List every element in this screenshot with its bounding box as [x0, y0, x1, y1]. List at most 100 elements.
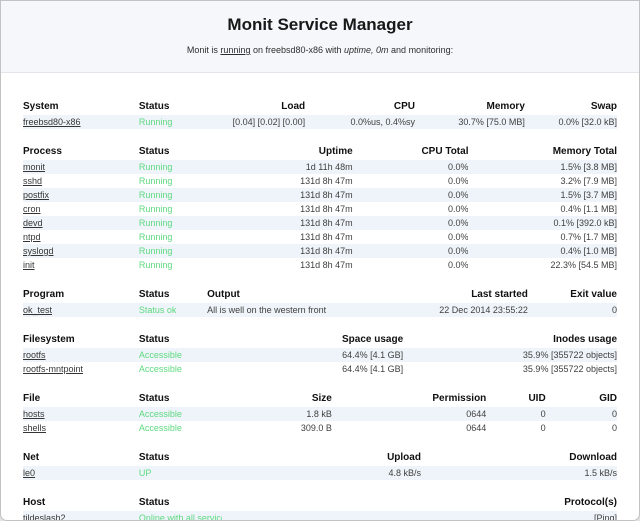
table-row: shells Accessible 309.0 B 0644 0 0: [23, 421, 617, 435]
table-row: monit Running 1d 11h 48m 0.0% 1.5% [3.8 MB]: [23, 160, 617, 174]
uptime-text: uptime, 0m: [344, 45, 389, 55]
status-text: Running: [138, 176, 173, 186]
service-link[interactable]: rootfs: [23, 350, 46, 360]
service-link[interactable]: sshd: [23, 176, 43, 186]
column-header: Inodes usage: [553, 334, 617, 345]
status-cell: Running: [138, 160, 222, 174]
status-text: Running: [138, 117, 173, 127]
status-cell: Accessible: [138, 407, 222, 421]
value-cell: 0.4% [1.1 MB]: [560, 204, 617, 214]
system-table: System Status Load CPU Memory Swap freebsd80-x…: [23, 99, 617, 129]
value-cell: 0.0% [32.0 kB]: [524, 115, 617, 129]
column-header: Host: [23, 497, 46, 508]
service-link[interactable]: rootfs-mntpoint: [23, 364, 84, 374]
status-text: Running: [138, 260, 173, 270]
value-cell: All is well on the western front: [207, 303, 398, 317]
value-cell: 131d 8h 47m: [300, 176, 353, 186]
column-header: Status: [138, 334, 170, 345]
filesystem-header-row: Filesystem Status Space usage Inodes usage: [23, 332, 617, 348]
value-cell: 131d 8h 47m: [221, 216, 353, 230]
value-cell: 22 Dec 2014 23:55:22: [397, 303, 528, 317]
service-name-cell: postfix: [23, 188, 139, 202]
value-cell: 64.4% [4.1 GB]: [221, 348, 404, 362]
status-cell: Running: [138, 188, 222, 202]
monitoring-summary: Monit is running on freebsd80-x86 with u…: [1, 45, 639, 55]
service-link[interactable]: devd: [23, 218, 43, 228]
net-table: Net Status Upload Download le0 UP 4.8 kB/s 1.5 …: [23, 450, 617, 480]
service-link[interactable]: ok_test: [23, 305, 53, 315]
program-header-row: Program Status Output Last started Exit valu…: [23, 287, 617, 303]
column-header: Status: [138, 452, 170, 463]
status-text: Accessible: [138, 409, 182, 419]
value-cell: 0: [527, 303, 617, 317]
table-row: rootfs-mntpoint Accessible 64.4% [4.1 GB] 3…: [23, 362, 617, 376]
status-cell: Running: [139, 258, 222, 272]
program-table: Program Status Output Last started Exit valu…: [23, 287, 617, 317]
column-header: Upload: [387, 452, 421, 463]
column-header: Space usage: [341, 334, 404, 345]
service-name-cell: hosts: [23, 407, 139, 421]
status-cell: Accessible: [139, 362, 222, 376]
service-link[interactable]: monit: [23, 162, 46, 172]
service-name-cell: freebsd80-x86: [23, 115, 139, 129]
value-cell: 22.3% [54.5 MB]: [550, 260, 617, 270]
status-text: Online with all services: [138, 513, 222, 521]
column-header: Filesystem: [23, 334, 75, 345]
status-cell: Running: [139, 230, 222, 244]
table-row: init Running 131d 8h 47m 0.0% 22.3% [54.5 MB…: [23, 258, 617, 272]
value-cell: 1.5% [3.8 MB]: [468, 160, 617, 174]
column-header: GID: [599, 393, 617, 404]
status-cell: Running: [138, 216, 222, 230]
value-cell: 1.8 kB: [221, 407, 332, 421]
table-row: rootfs Accessible 64.4% [4.1 GB] 35.9% [355…: [23, 348, 617, 362]
service-link[interactable]: hosts: [23, 409, 45, 419]
status-cell: Running: [139, 174, 222, 188]
column-header: Last started: [471, 289, 528, 300]
status-cell: Status ok: [138, 303, 208, 317]
column-header: CPU: [393, 101, 416, 112]
service-link[interactable]: freebsd80-x86: [23, 117, 81, 127]
table-row: sshd Running 131d 8h 47m 0.0% 3.2% [7.9 MB]: [23, 174, 617, 188]
column-header: Download: [569, 452, 617, 463]
service-link[interactable]: syslogd: [23, 246, 54, 256]
service-link[interactable]: tildeslash2: [23, 513, 66, 521]
value-cell: 0.4% [1.0 MB]: [468, 244, 617, 258]
status-cell: Running: [138, 115, 222, 129]
table-row: ok_test Status ok All is well on the weste…: [23, 303, 617, 317]
service-link[interactable]: ntpd: [23, 232, 41, 242]
service-link[interactable]: shells: [23, 423, 47, 433]
service-link[interactable]: le0: [23, 468, 36, 478]
summary-prefix: Monit is: [186, 45, 221, 55]
value-cell: 0644: [466, 423, 487, 433]
service-name-cell: syslogd: [23, 244, 139, 258]
service-link[interactable]: init: [23, 260, 35, 270]
table-row: ntpd Running 131d 8h 47m 0.0% 0.7% [1.7 MB]: [23, 230, 617, 244]
value-cell: 131d 8h 47m: [300, 260, 353, 270]
host-table: Host Status Protocol(s) tildeslash2 Online w…: [23, 495, 617, 521]
column-header: Status: [138, 146, 170, 157]
status-cell: Running: [139, 202, 222, 216]
column-header: File: [23, 393, 41, 404]
status-cell: UP: [138, 466, 222, 480]
service-name-cell: ok_test: [23, 303, 139, 317]
column-header: Size: [311, 393, 332, 404]
running-status-link[interactable]: running: [220, 45, 251, 55]
service-name-cell: devd: [23, 216, 139, 230]
value-cell: 0: [545, 407, 617, 421]
table-row: freebsd80-x86 Running [0.04] [0.02] [0.00]…: [23, 115, 617, 129]
process-header-row: Process Status Uptime CPU Total Memory Total: [23, 144, 617, 160]
service-link[interactable]: cron: [23, 204, 41, 214]
host-header-row: Host Status Protocol(s): [23, 495, 617, 511]
column-header: Status: [138, 497, 170, 508]
column-header: CPU Total: [421, 146, 469, 157]
value-cell: 0.0%us, 0.4%sy: [305, 115, 416, 129]
table-row: postfix Running 131d 8h 47m 0.0% 1.5% [3.7 M…: [23, 188, 617, 202]
value-cell: 131d 8h 47m: [221, 188, 353, 202]
service-link[interactable]: postfix: [23, 190, 50, 200]
value-cell: 0.0%: [352, 160, 469, 174]
value-cell: 0.7% [1.7 MB]: [560, 232, 617, 242]
value-cell: 0.0%: [352, 244, 469, 258]
value-cell: 64.4% [4.1 GB]: [342, 364, 404, 374]
status-text: Running: [138, 204, 173, 214]
column-header: Status: [138, 393, 170, 404]
